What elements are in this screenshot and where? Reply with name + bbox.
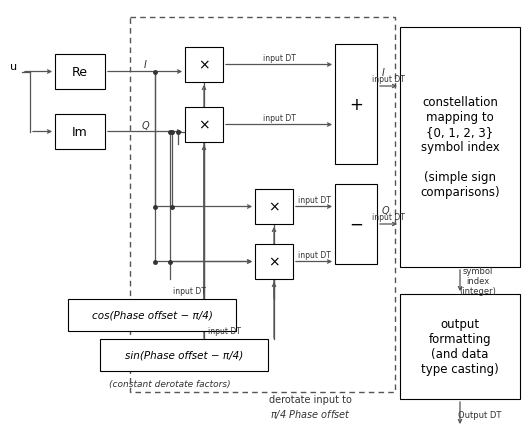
Text: derotate input to: derotate input to bbox=[269, 394, 352, 404]
Text: constellation
mapping to
{0, 1, 2, 3}
symbol index

(simple sign
comparisons): constellation mapping to {0, 1, 2, 3} sy… bbox=[420, 96, 500, 199]
Text: $\pi$/4 Phase offset: $\pi$/4 Phase offset bbox=[270, 408, 350, 421]
Text: Im: Im bbox=[72, 126, 88, 139]
Text: symbol
index
(integer): symbol index (integer) bbox=[459, 266, 496, 296]
Text: input DT: input DT bbox=[372, 213, 405, 222]
Text: Q: Q bbox=[141, 120, 149, 130]
Text: −: − bbox=[349, 216, 363, 233]
Text: (constant derotate factors): (constant derotate factors) bbox=[109, 380, 231, 388]
Text: ×: × bbox=[268, 255, 280, 269]
Bar bbox=[400, 294, 520, 399]
Bar bbox=[335, 184, 377, 264]
Text: +: + bbox=[349, 96, 363, 114]
Text: input DT: input DT bbox=[208, 327, 241, 336]
Text: u: u bbox=[10, 61, 17, 71]
Text: input DT: input DT bbox=[297, 250, 330, 260]
Bar bbox=[55, 55, 105, 90]
Text: input DT: input DT bbox=[173, 287, 205, 296]
Bar bbox=[185, 108, 223, 143]
Bar bbox=[185, 48, 223, 83]
Text: Output DT: Output DT bbox=[458, 411, 502, 420]
Text: sin(Phase offset − π/4): sin(Phase offset − π/4) bbox=[125, 350, 243, 360]
Text: Q: Q bbox=[382, 206, 390, 216]
Text: I: I bbox=[382, 68, 385, 78]
Text: input DT: input DT bbox=[297, 196, 330, 204]
Text: input DT: input DT bbox=[372, 76, 405, 84]
Bar bbox=[55, 115, 105, 150]
Text: ×: × bbox=[198, 118, 210, 132]
Text: input DT: input DT bbox=[262, 114, 295, 123]
Text: ×: × bbox=[198, 58, 210, 72]
Text: output
formatting
(and data
type casting): output formatting (and data type casting… bbox=[421, 318, 499, 376]
Bar bbox=[100, 339, 268, 371]
Text: Re: Re bbox=[72, 66, 88, 79]
Bar bbox=[130, 18, 395, 392]
Text: cos(Phase offset − π/4): cos(Phase offset − π/4) bbox=[91, 310, 212, 320]
Text: I: I bbox=[143, 60, 147, 70]
Text: input DT: input DT bbox=[262, 54, 295, 63]
Text: ×: × bbox=[268, 200, 280, 214]
Bar bbox=[335, 45, 377, 164]
Bar bbox=[255, 244, 293, 279]
Bar bbox=[400, 28, 520, 267]
Bar bbox=[255, 190, 293, 224]
Bar bbox=[68, 299, 236, 331]
